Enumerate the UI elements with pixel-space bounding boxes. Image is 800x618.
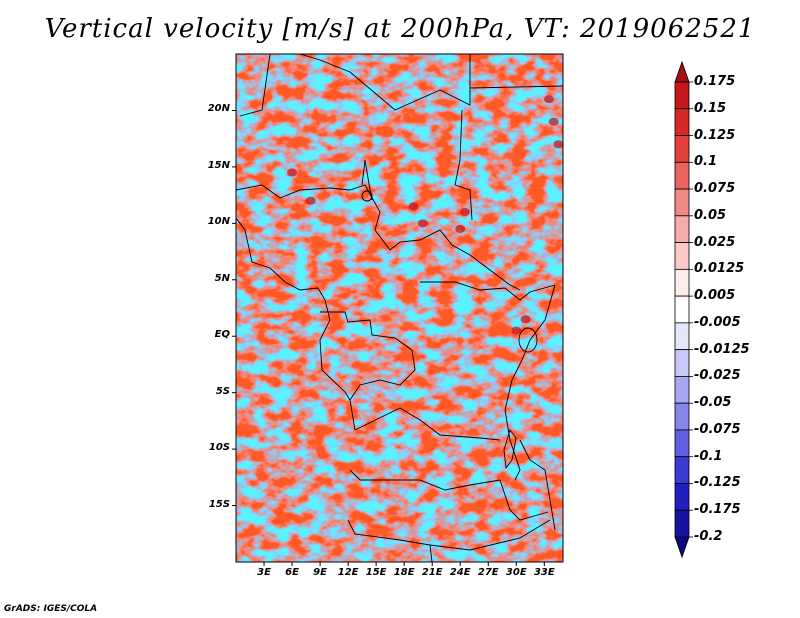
border-line <box>299 54 471 111</box>
lat-tick-label: 10S <box>208 442 230 454</box>
colorbar-level-label: -0.005 <box>694 314 741 330</box>
colorbar-swatch <box>674 188 690 217</box>
border-line <box>499 479 549 521</box>
lat-tick-label: 5N <box>214 272 230 284</box>
colorbar-swatch <box>674 108 690 136</box>
lat-tick-label: 5S <box>215 385 230 397</box>
colorbar-level-label: -0.0125 <box>694 341 750 357</box>
colorbar <box>674 60 693 559</box>
colorbar-swatch <box>674 242 690 270</box>
lon-tick-label: 9E <box>313 567 327 578</box>
lon-tick-label: 3E <box>257 567 271 578</box>
colorbar-level-label: -0.175 <box>694 502 741 518</box>
colorbar-swatch <box>674 135 690 163</box>
colorbar-level-label: 0.125 <box>694 127 736 143</box>
map-title: Vertical velocity [m/s] at 200hPa, VT: 2… <box>44 14 756 44</box>
colorbar-level-label: 0.175 <box>694 74 736 89</box>
colorbar-swatch <box>674 268 690 297</box>
border-line <box>519 439 556 531</box>
lon-tick-label: 24E <box>449 567 471 578</box>
updraft-spot <box>511 326 522 335</box>
lake-chad <box>361 190 373 202</box>
lon-tick-label: 18E <box>393 567 415 578</box>
colorbar-level-label: -0.125 <box>694 475 741 491</box>
colorbar-level-label: 0.025 <box>694 234 736 250</box>
border-line <box>236 184 381 231</box>
colorbar-level-label: 0.075 <box>694 181 736 197</box>
colorbar-level-label: -0.075 <box>694 421 741 437</box>
colorbar-swatch <box>674 376 690 404</box>
colorbar-swatch <box>674 215 690 243</box>
border-line <box>361 159 373 201</box>
colorbar-swatch <box>674 295 690 324</box>
colorbar-level-label: -0.1 <box>694 448 723 464</box>
lon-tick-label: 27E <box>477 567 499 578</box>
updraft-spot <box>543 95 554 104</box>
colorbar-level-label: -0.05 <box>694 395 732 411</box>
colorbar-level-label: -0.025 <box>694 368 741 384</box>
border-line <box>429 544 433 562</box>
lake-tanganyika <box>503 429 517 470</box>
lat-tick-label: 10N <box>207 216 230 228</box>
plot-frame <box>235 53 564 563</box>
lon-tick-label: 30E <box>505 567 527 578</box>
colorbar-swatch <box>674 81 690 110</box>
border-line <box>454 109 473 221</box>
colorbar-swatch <box>674 402 690 431</box>
colorbar-swatch <box>674 349 690 377</box>
colorbar-level-label: 0.15 <box>694 100 727 116</box>
vertical-velocity-field <box>236 54 563 562</box>
updraft-spot <box>459 208 470 217</box>
colorbar-swatch <box>674 509 690 538</box>
credit-text: GrADS: IGES/COLA <box>4 604 98 614</box>
lon-tick-label: 33E <box>533 567 555 578</box>
lat-tick-label: EQ <box>214 329 230 341</box>
colorbar-level-label: 0.1 <box>694 154 718 170</box>
lake-victoria <box>518 327 538 353</box>
country-borders <box>236 54 563 562</box>
colorbar-swatch <box>674 322 690 351</box>
updraft-spot <box>408 202 419 211</box>
colorbar-swatch <box>674 429 690 458</box>
lon-tick-label: 12E <box>337 567 359 578</box>
border-line <box>420 281 556 301</box>
updraft-spot <box>548 117 559 126</box>
colorbar-level-label: 0.05 <box>694 207 727 223</box>
colorbar-swatch <box>674 456 690 484</box>
border-line <box>354 407 501 441</box>
updraft-spot <box>287 168 298 177</box>
lat-tick-label: 15N <box>207 159 230 171</box>
colorbar-top-arrow <box>674 60 690 83</box>
colorbar-swatch <box>674 161 690 190</box>
lon-tick-label: 6E <box>285 567 299 578</box>
updraft-spot <box>305 196 316 205</box>
updraft-spot <box>553 140 563 149</box>
border-line <box>374 229 521 291</box>
colorbar-swatch <box>674 483 690 511</box>
colorbar-level-label: 0.005 <box>694 288 736 304</box>
updraft-spot <box>520 315 531 324</box>
lat-tick-label: 15S <box>208 498 230 510</box>
updraft-spot <box>455 224 466 233</box>
colorbar-bottom-arrow <box>674 536 690 559</box>
updraft-spot <box>417 219 428 228</box>
lon-tick-label: 15E <box>365 567 387 578</box>
lon-tick-label: 21E <box>421 567 443 578</box>
colorbar-level-label: -0.2 <box>694 529 723 544</box>
lat-tick-label: 20N <box>207 103 230 115</box>
border-line <box>504 284 556 481</box>
border-line <box>239 54 271 117</box>
border-line <box>320 311 396 339</box>
border-line <box>236 217 356 431</box>
border-line <box>469 85 563 89</box>
border-line <box>349 469 501 491</box>
colorbar-level-label: 0.0125 <box>694 261 745 277</box>
border-line <box>349 337 416 401</box>
